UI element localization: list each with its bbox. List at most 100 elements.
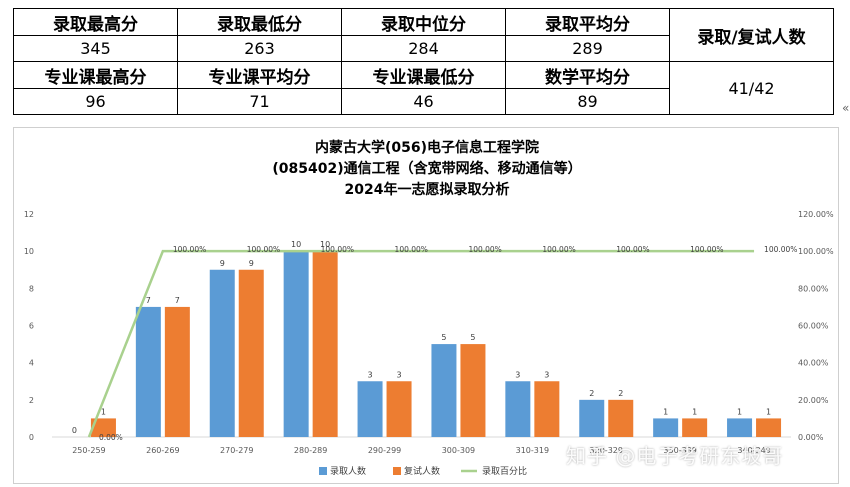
bar-data-label: 3	[515, 370, 520, 379]
bar-复试人数	[756, 418, 782, 437]
side-mark: «	[842, 101, 850, 115]
y-right-tick-label: 40.00%	[798, 359, 829, 368]
bar-录取人数	[209, 269, 235, 437]
bar-data-label: 1	[663, 407, 668, 416]
bar-录取人数	[579, 399, 605, 437]
y-left-tick-label: 10	[24, 247, 34, 256]
bar-录取人数	[653, 418, 679, 437]
y-right-tick-label: 80.00%	[798, 284, 829, 293]
bar-data-label: 3	[544, 370, 549, 379]
bar-录取人数	[431, 344, 457, 437]
y-right-tick-label: 100.00%	[798, 247, 834, 256]
header-median-score: 录取中位分	[341, 8, 506, 36]
header-max-score: 录取最高分	[13, 8, 178, 36]
bar-data-label: 1	[766, 407, 771, 416]
y-left-tick-label: 0	[29, 433, 34, 442]
y-left-tick-label: 8	[29, 284, 34, 293]
bar-录取人数	[283, 251, 309, 437]
x-tick-label: 330-339	[663, 446, 696, 455]
chart-title-line: 2024年一志愿拟录取分析	[345, 181, 510, 198]
value-max-score: 345	[13, 35, 178, 62]
y-left-tick-label: 2	[29, 396, 34, 405]
bar-复试人数	[682, 418, 708, 437]
bar-复试人数	[608, 399, 634, 437]
value-major-min: 46	[341, 88, 506, 115]
bar-录取人数	[357, 381, 383, 437]
x-tick-label: 320-329	[590, 446, 623, 455]
x-tick-label: 300-309	[442, 446, 475, 455]
value-median-score: 284	[341, 35, 506, 62]
line-data-label: 100.00%	[173, 245, 206, 254]
bar-data-label: 9	[249, 259, 254, 268]
bar-录取人数	[505, 381, 531, 437]
bar-data-label: 1	[101, 407, 106, 416]
bar-data-label: 3	[368, 370, 373, 379]
line-data-label: 0.00%	[99, 433, 123, 442]
line-data-label: 100.00%	[247, 245, 280, 254]
bar-复试人数	[164, 306, 190, 437]
bar-复试人数	[460, 344, 486, 437]
bar-复试人数	[312, 251, 338, 437]
x-tick-label: 280-289	[294, 446, 327, 455]
x-tick-label: 310-319	[516, 446, 549, 455]
chart-title-line: (085402)通信工程（含宽带网络、移动通信等）	[272, 160, 581, 177]
summary-table: 录取最高分 录取最低分 录取中位分 录取平均分 录取/复试人数 345 263 …	[13, 8, 834, 115]
bar-data-label: 0	[72, 426, 77, 435]
bar-录取人数	[727, 418, 753, 437]
bar-data-label: 2	[618, 389, 623, 398]
bar-复试人数	[238, 269, 264, 437]
value-math-avg: 89	[505, 88, 670, 115]
bar-复试人数	[90, 418, 116, 437]
bar-data-label: 9	[220, 259, 225, 268]
value-avg-score: 289	[505, 35, 670, 62]
bar-复试人数	[386, 381, 412, 437]
y-right-tick-label: 120.00%	[798, 210, 834, 219]
line-data-label: 100.00%	[616, 245, 649, 254]
header-avg-score: 录取平均分	[505, 8, 670, 36]
line-data-label: 100.00%	[395, 245, 428, 254]
chart-container: 内蒙古大学(056)电子信息工程学院 (085402)通信工程（含宽带网络、移动通…	[13, 127, 839, 484]
legend-label: 复试人数	[404, 465, 440, 477]
header-math-avg: 数学平均分	[505, 61, 670, 89]
value-ratio: 41/42	[669, 61, 834, 115]
y-left-tick-label: 12	[24, 210, 34, 219]
header-major-avg: 专业课平均分	[177, 61, 342, 89]
x-tick-label: 250-259	[72, 446, 105, 455]
line-data-label: 100.00%	[690, 245, 723, 254]
bar-data-label: 10	[291, 240, 301, 249]
header-min-score: 录取最低分	[177, 8, 342, 36]
value-min-score: 263	[177, 35, 342, 62]
bar-data-label: 5	[470, 333, 475, 342]
value-major-max: 96	[13, 88, 178, 115]
legend-swatch-复试人数	[393, 467, 401, 475]
header-ratio: 录取/复试人数	[669, 8, 834, 62]
bar-data-label: 3	[397, 370, 402, 379]
bar-data-label: 1	[692, 407, 697, 416]
bar-data-label: 7	[175, 296, 180, 305]
header-major-min: 专业课最低分	[341, 61, 506, 89]
bar-复试人数	[534, 381, 560, 437]
line-data-label: 100.00%	[764, 245, 797, 254]
bar-data-label: 2	[589, 389, 594, 398]
x-tick-label: 260-269	[146, 446, 179, 455]
line-data-label: 100.00%	[321, 245, 354, 254]
line-录取百分比	[87, 249, 755, 438]
y-right-tick-label: 60.00%	[798, 322, 829, 331]
watermark: 知乎 @电子考研东坡哥	[566, 444, 784, 468]
y-right-tick-label: 20.00%	[798, 396, 829, 405]
bar-data-label: 7	[146, 296, 151, 305]
bar-data-label: 10	[320, 240, 330, 249]
chart-title-line: 内蒙古大学(056)电子信息工程学院	[315, 139, 539, 156]
y-left-tick-label: 6	[29, 322, 34, 331]
bar-data-label: 1	[737, 407, 742, 416]
legend-label: 录取百分比	[482, 465, 527, 477]
y-left-tick-label: 4	[29, 359, 34, 368]
x-tick-label: 290-299	[368, 446, 401, 455]
value-major-avg: 71	[177, 88, 342, 115]
header-major-max: 专业课最高分	[13, 61, 178, 89]
legend-label: 录取人数	[330, 465, 366, 477]
x-tick-label: 340-349	[737, 446, 770, 455]
y-right-tick-label: 0.00%	[798, 433, 824, 442]
bar-录取人数	[135, 306, 161, 437]
line-data-label: 100.00%	[468, 245, 501, 254]
